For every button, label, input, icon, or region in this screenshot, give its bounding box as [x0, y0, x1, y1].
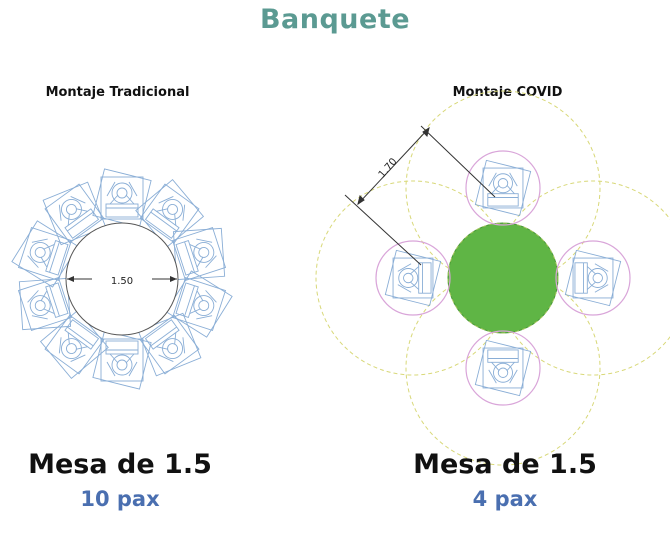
- traditional-seating-diagram: [11, 168, 233, 390]
- distance-dimension-label: 1.70: [377, 156, 400, 180]
- round-table: [447, 222, 559, 334]
- chair-icon: [137, 312, 202, 377]
- chair-icon: [474, 339, 532, 397]
- traditional-capacity: 10 pax: [80, 487, 160, 511]
- chair-icon: [384, 249, 442, 307]
- traditional-table-caption: Mesa de 1.5: [28, 449, 212, 480]
- chair-icon: [42, 181, 107, 246]
- chair-icon: [92, 330, 152, 390]
- distance-ring: [465, 150, 541, 226]
- table-diameter-label: 1.50: [111, 276, 133, 287]
- chair-icon: [11, 220, 79, 288]
- distance-ring: [375, 240, 451, 316]
- covid-seating-diagram: [315, 90, 670, 466]
- chair-icon: [564, 249, 622, 307]
- table-overlay: [447, 222, 559, 334]
- page-title: Banquete: [259, 4, 411, 35]
- chair-icon: [165, 270, 233, 338]
- traditional-layout-heading: Montaje Tradicional: [45, 85, 190, 100]
- distance-ring: [465, 330, 541, 406]
- covid-layout-heading: Montaje COVID: [452, 85, 563, 100]
- round-table: [65, 222, 179, 336]
- covid-table-caption: Mesa de 1.5: [413, 449, 597, 480]
- chair-icon: [92, 168, 152, 228]
- covid-capacity: 4 pax: [472, 487, 538, 511]
- chair-icon: [172, 226, 227, 281]
- diagonal-dimension: [344, 125, 496, 266]
- chair-icon: [17, 277, 72, 332]
- chair-icon: [135, 179, 205, 248]
- distance-ring: [555, 240, 631, 316]
- buffer-ring: [405, 90, 601, 286]
- chair-icon: [39, 310, 109, 379]
- chair-icon: [474, 159, 532, 217]
